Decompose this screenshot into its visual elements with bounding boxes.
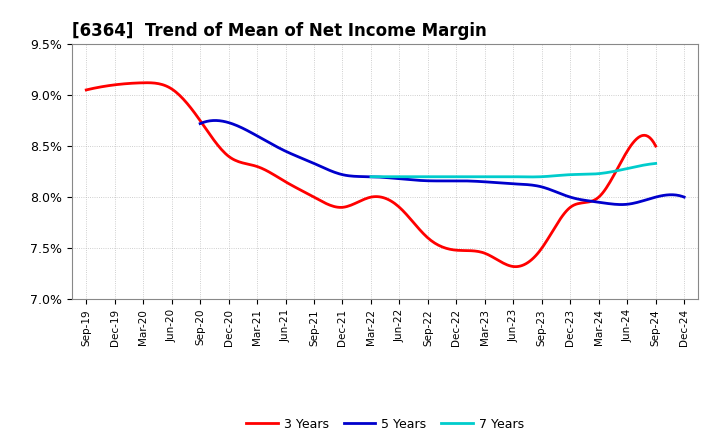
5 Years [638,198,647,204]
5 Years [606,201,614,206]
5 Years [680,194,688,200]
5 Years [210,118,219,123]
7 Years [626,165,634,171]
3 Years [510,264,519,269]
3 Years [421,233,430,238]
3 Years [423,235,431,240]
Line: 7 Years: 7 Years [371,163,656,177]
5 Years [197,120,206,125]
5 Years [196,121,204,126]
3 Years [566,205,575,210]
Line: 5 Years: 5 Years [200,121,684,205]
3 Years [432,242,441,247]
5 Years [617,202,626,207]
Line: 3 Years: 3 Years [86,83,656,267]
5 Years [485,180,494,185]
5 Years [484,180,492,185]
5 Years [494,180,503,185]
3 Years [602,186,611,191]
7 Years [537,174,546,180]
Legend: 3 Years, 5 Years, 7 Years: 3 Years, 5 Years, 7 Years [241,413,529,436]
7 Years [536,174,545,180]
3 Years [652,143,660,149]
7 Years [526,174,535,180]
7 Years [368,174,377,180]
3 Years [143,80,151,85]
3 Years [84,87,92,92]
7 Years [608,169,616,174]
7 Years [366,174,375,180]
7 Years [652,161,660,166]
Text: [6364]  Trend of Mean of Net Income Margin: [6364] Trend of Mean of Net Income Margi… [72,22,487,40]
3 Years [82,87,91,92]
7 Years [542,174,551,179]
